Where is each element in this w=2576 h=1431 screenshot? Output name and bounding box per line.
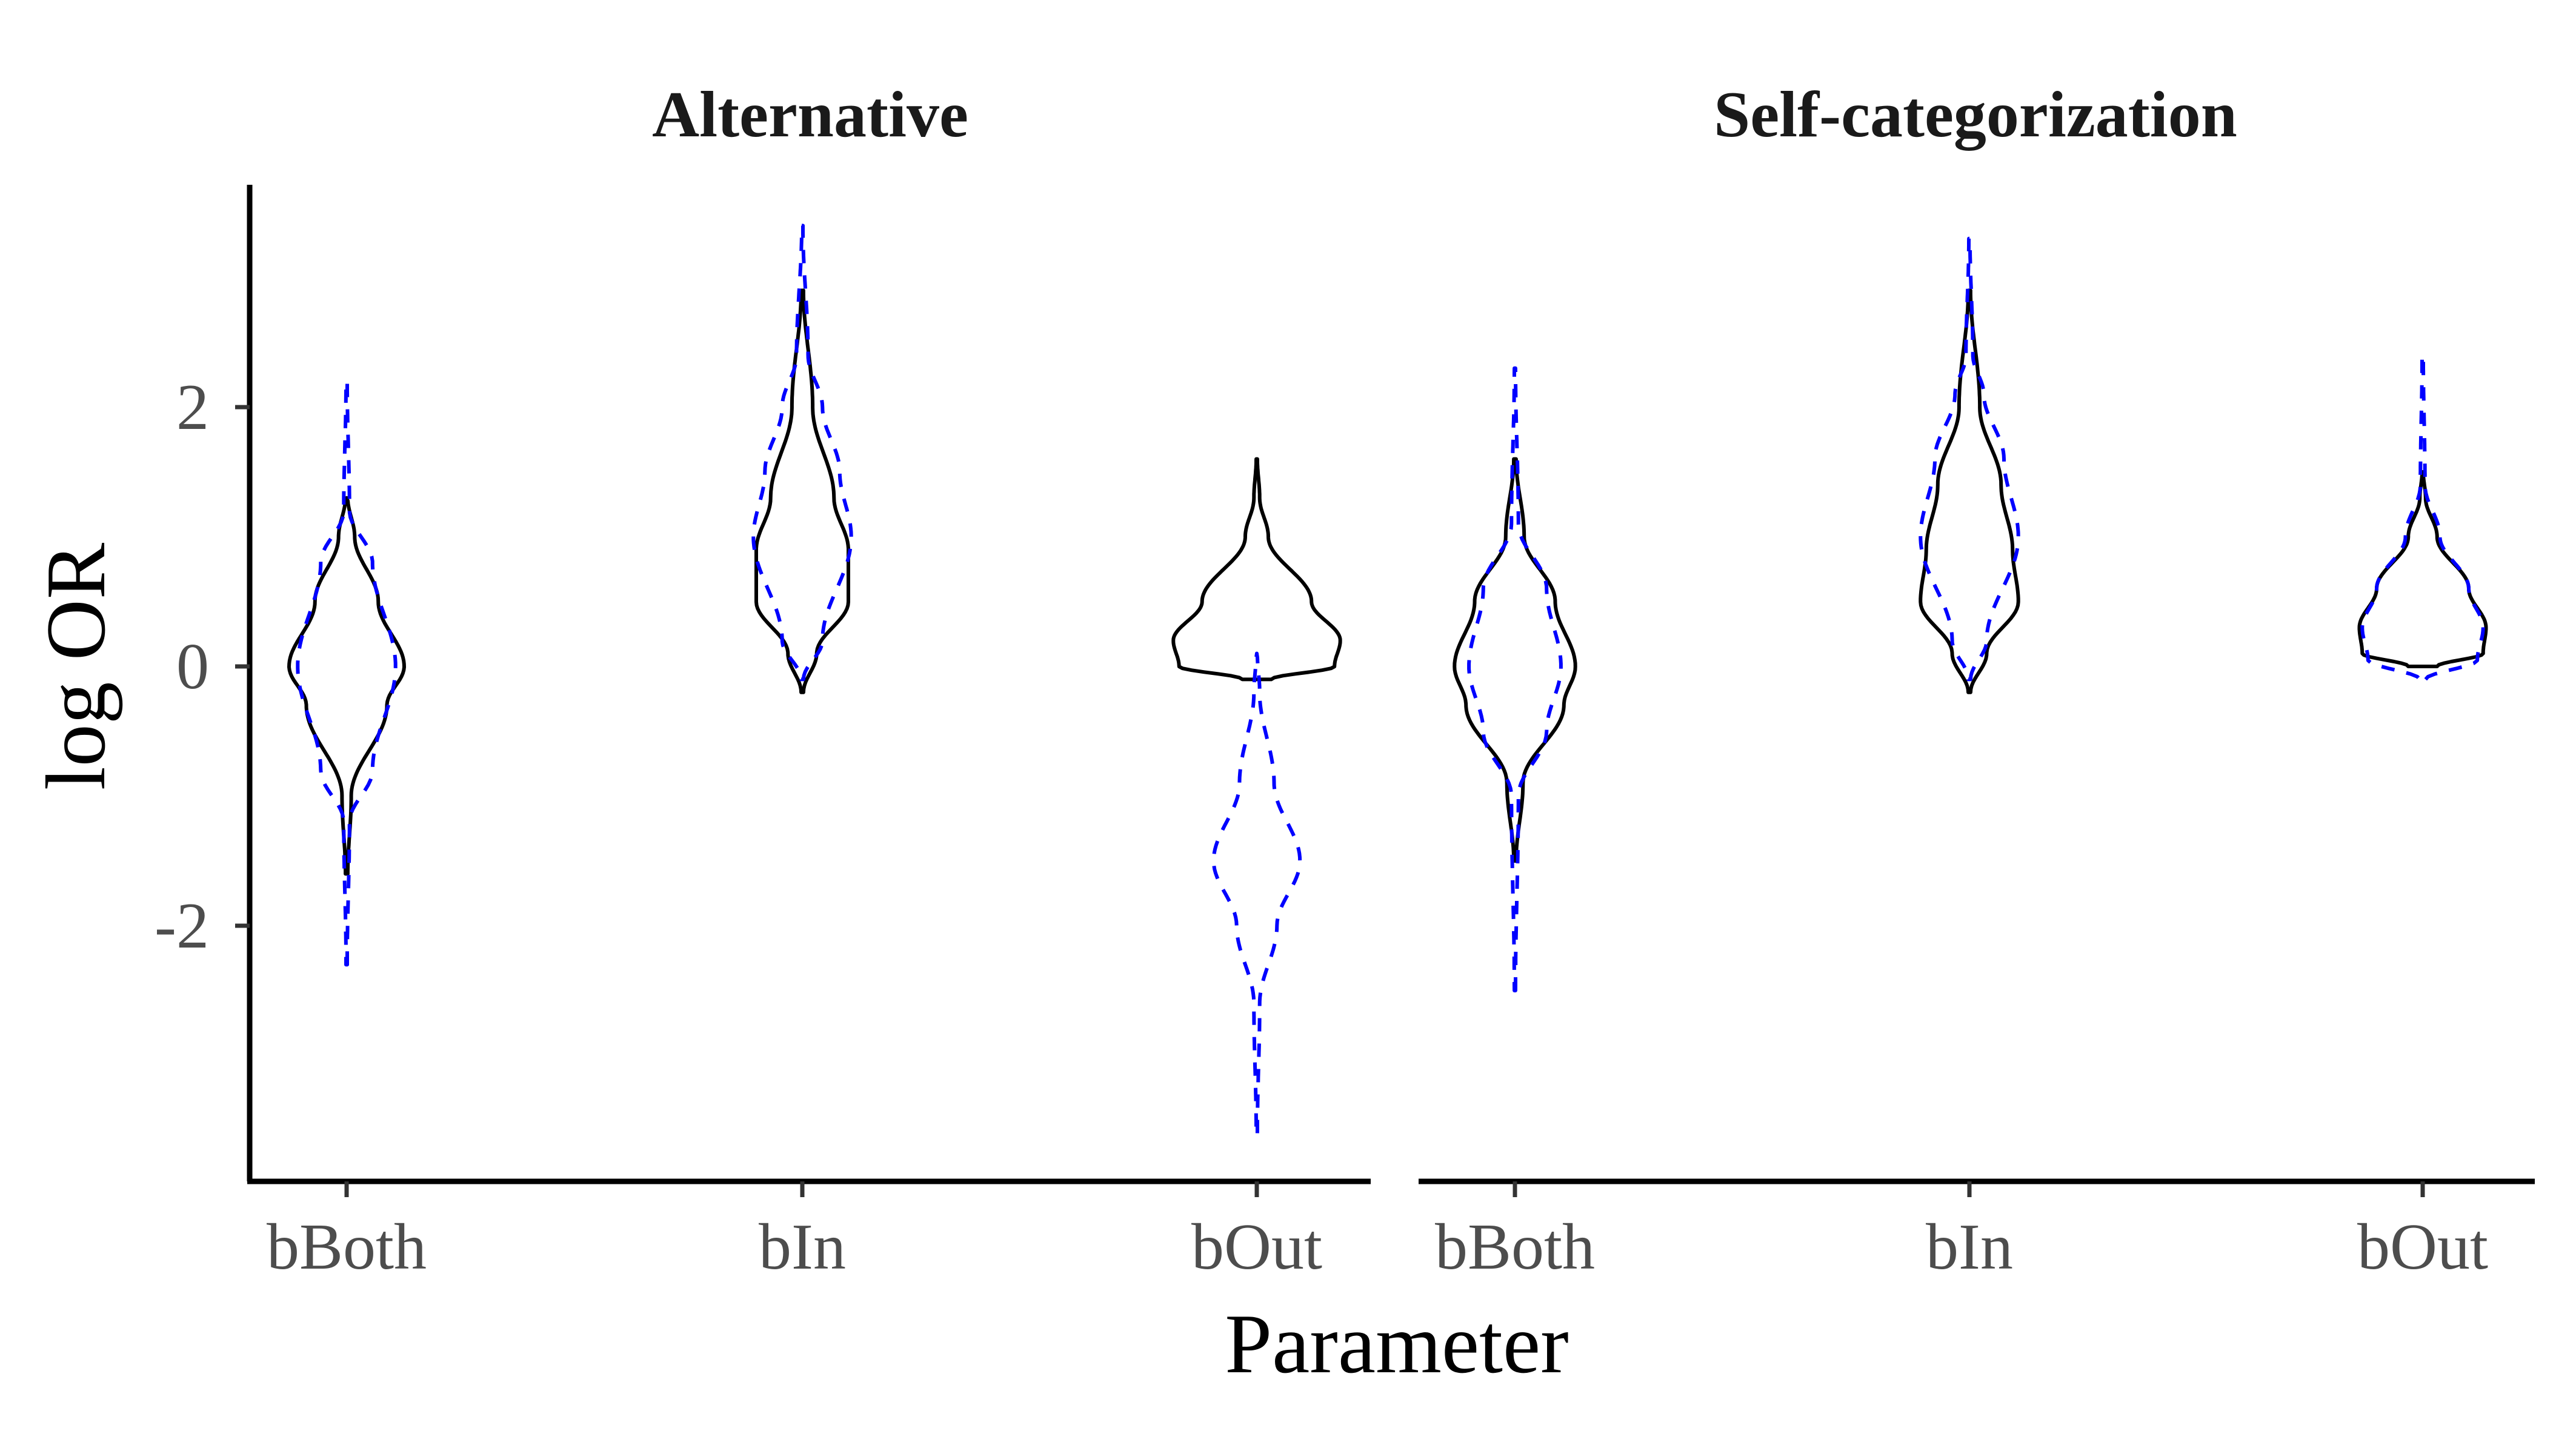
violin-alternative-bout-solid — [1171, 457, 1342, 682]
violin-self-categorization-bout-solid — [2357, 470, 2488, 668]
violin-self-categorization-bin-dashed — [1919, 236, 2020, 682]
x-tick-label: bBoth — [267, 1211, 427, 1283]
y-axis-title: log OR — [29, 542, 123, 790]
violin-alternative-bin-dashed — [751, 224, 853, 682]
violin-alternative-bboth-solid — [287, 496, 406, 876]
y-tick-label: 2 — [176, 371, 209, 443]
violin-self-categorization-bin-solid — [1919, 288, 2020, 694]
violin-self-categorization-bboth-dashed — [1467, 366, 1563, 992]
violin-alternative-bboth-dashed — [296, 379, 398, 967]
violin-alternative-bin-solid — [754, 288, 850, 694]
violins — [287, 224, 2488, 1135]
facet-title-alternative: Alternative — [652, 79, 968, 151]
violin-self-categorization-bboth-solid — [1453, 457, 1577, 863]
y-tick-label: -2 — [155, 890, 209, 962]
x-tick-label: bBoth — [1435, 1211, 1595, 1283]
violin-self-categorization-bout-dashed — [2360, 353, 2485, 682]
y-axis-ticks: -2 0 2 — [155, 371, 209, 962]
x-tick-label: bOut — [2357, 1211, 2488, 1283]
violin-alternative-bout-dashed — [1211, 651, 1302, 1135]
facet-title-self-categorization: Self-categorization — [1714, 79, 2237, 151]
x-tick-label: bIn — [1926, 1211, 2013, 1283]
axes — [235, 185, 2535, 1197]
x-tick-label: bOut — [1191, 1211, 1322, 1283]
x-axis-title: Parameter — [1225, 1297, 1568, 1391]
y-tick-label: 0 — [176, 631, 209, 703]
x-tick-label: bIn — [759, 1211, 846, 1283]
facet-titles: Alternative Self-categorization — [652, 79, 2237, 151]
x-axis-ticks: bBoth bIn bOut bBoth bIn bOut — [267, 1211, 2488, 1283]
